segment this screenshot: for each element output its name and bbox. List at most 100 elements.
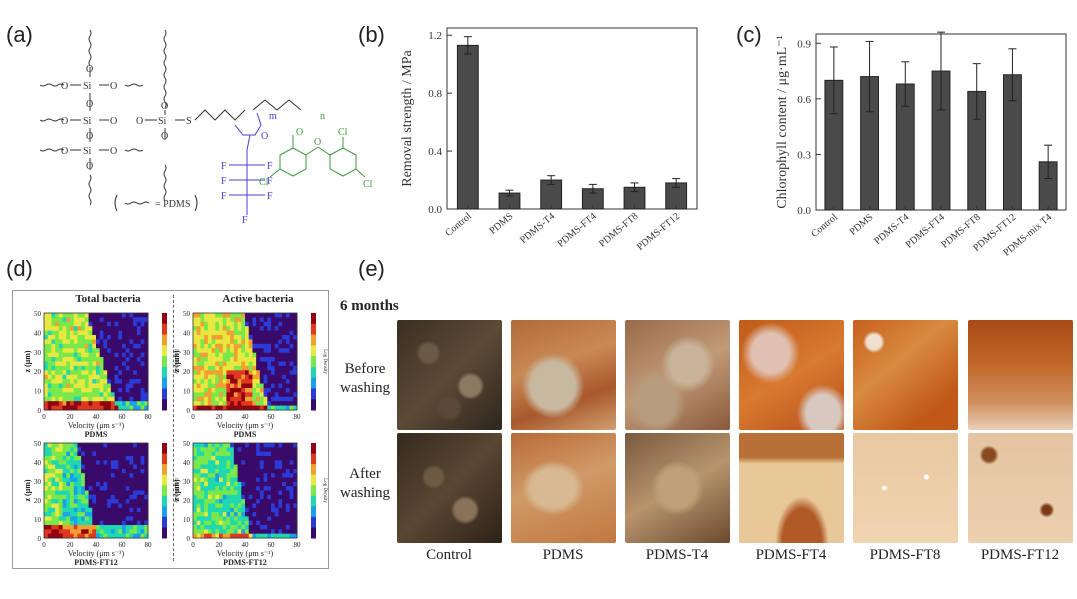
heatmap-cell: [129, 348, 134, 354]
heatmap-cell: [289, 313, 294, 318]
heatmap-cell: [58, 405, 64, 411]
heatmap-cell: [226, 481, 231, 487]
heatmap-cell: [118, 533, 123, 539]
heatmap-cell: [252, 516, 257, 522]
heatmap-cell: [99, 317, 104, 323]
heatmap-cell: [92, 499, 97, 504]
heatmap-cell: [110, 516, 116, 522]
heatmap-cell: [278, 379, 283, 385]
heatmap-cell: [274, 481, 279, 487]
heatmap-cell: [226, 451, 231, 457]
heatmap-cell: [73, 326, 78, 332]
heatmap-cell: [230, 343, 235, 349]
heatmap-y-tick: 0: [38, 535, 42, 543]
heatmap-cell: [215, 326, 220, 332]
heatmap-cell: [114, 451, 119, 457]
heatmap-cell: [103, 348, 108, 354]
heatmap-cell: [196, 370, 201, 376]
heatmap-cell: [215, 451, 220, 457]
heatmap-cell: [226, 503, 231, 509]
heatmap-cell: [211, 374, 216, 380]
heatmap-cell: [196, 494, 201, 500]
heatmap-cell: [77, 313, 82, 318]
heatmap-cell: [222, 455, 227, 461]
atom-o: O: [110, 81, 117, 92]
heatmap-cell: [47, 374, 52, 380]
heatmap-cell: [58, 387, 64, 393]
heatmap-cell: [274, 379, 279, 385]
heatmap-cell: [88, 401, 93, 407]
heatmap-cell: [196, 374, 201, 380]
heatmap-cell: [271, 525, 276, 530]
heatmap-cell: [107, 339, 112, 345]
heatmap-cell: [200, 464, 205, 470]
heatmap-cell: [55, 512, 60, 517]
heatmap-cell: [289, 503, 294, 509]
heatmap-cell: [66, 494, 71, 500]
heatmap-cell: [88, 348, 93, 354]
heatmap-cell: [211, 443, 216, 448]
heatmap-cell: [252, 396, 257, 402]
heatmap-cell: [256, 370, 261, 376]
heatmap-cell: [84, 405, 90, 411]
heatmap-cell: [118, 481, 123, 487]
heatmap-cell: [263, 490, 268, 496]
heatmap-cell: [248, 357, 253, 362]
heatmap-cell: [245, 352, 250, 358]
heatmap-cell: [230, 383, 235, 389]
heatmap-cell: [289, 451, 294, 457]
heatmap-cell: [245, 357, 250, 362]
heatmap-cell: [207, 533, 213, 539]
heatmap-cell: [226, 464, 231, 470]
heatmap-cell: [263, 499, 268, 504]
heatmap-cell: [122, 374, 127, 380]
heatmap-cell: [256, 317, 261, 323]
heatmap-cell: [55, 455, 60, 461]
photo-after-pdms-ft12: [968, 433, 1073, 543]
heatmap-cell: [144, 361, 149, 367]
heatmap-cell: [88, 335, 93, 340]
heatmap-cell: [114, 516, 119, 522]
heatmap-cell: [252, 443, 257, 448]
heatmap-cell: [84, 326, 90, 332]
heatmap-cell: [282, 370, 287, 376]
heatmap-cell: [114, 392, 119, 398]
heatmap-cell: [282, 321, 287, 327]
heatmap-cell: [282, 520, 287, 526]
heatmap-cell: [125, 379, 130, 385]
heatmap-cell: [271, 374, 276, 380]
heatmap-cell: [140, 443, 145, 448]
heatmap-cell: [193, 455, 198, 461]
heatmap-cell: [252, 455, 257, 461]
heatmap-cell: [92, 464, 97, 470]
heatmap-y-tick: 20: [34, 368, 42, 376]
heatmap-cell: [219, 405, 224, 411]
heatmap-cell: [248, 477, 253, 483]
heatmap-cell: [140, 352, 145, 358]
heatmap-cell: [256, 499, 261, 504]
heatmap-cell: [252, 447, 257, 453]
heatmap-cell: [215, 387, 220, 393]
heatmap-x-tick: 20: [216, 413, 224, 421]
heatmap-cell: [219, 494, 224, 500]
heatmap-cell: [196, 365, 201, 371]
heatmap-cell: [200, 481, 205, 487]
heatmap-cell: [237, 451, 242, 457]
heatmap-cell: [92, 525, 97, 530]
heatmap-cell: [144, 503, 149, 509]
heatmap-cell: [70, 512, 75, 517]
heatmap-cell: [77, 379, 82, 385]
heatmap-cell: [271, 343, 276, 349]
heatmap-cell: [219, 357, 224, 362]
heatmap-cell: [92, 387, 97, 393]
heatmap-cell: [267, 361, 272, 367]
heatmap-cell: [256, 352, 261, 358]
heatmap-cell: [51, 313, 56, 318]
heatmap-cell: [259, 512, 265, 517]
heatmap-cell: [47, 348, 52, 354]
heatmap-cell: [230, 533, 235, 539]
heatmap-cell: [274, 401, 279, 407]
heatmap-cell: [51, 383, 56, 389]
heatmap-cell: [44, 387, 49, 393]
heatmap-cell: [271, 379, 276, 385]
